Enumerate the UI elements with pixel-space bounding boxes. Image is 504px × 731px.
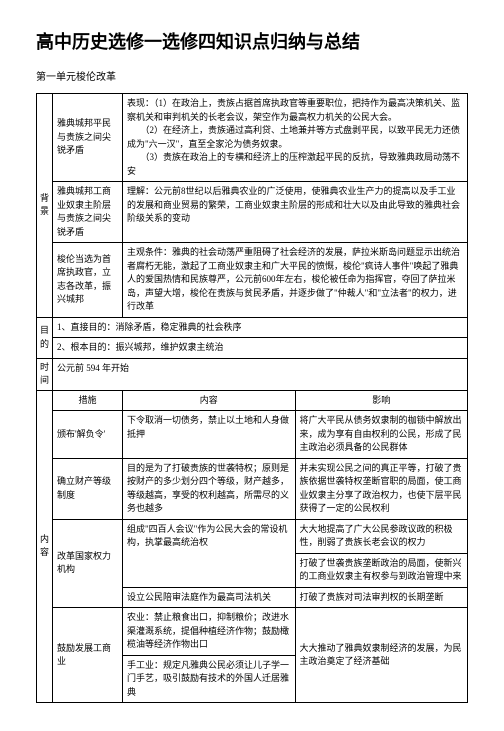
mu-label: 目的 bbox=[37, 317, 53, 358]
r1c2: 下令取消一切债务，禁止以土地和人身做抵押 bbox=[123, 411, 296, 459]
r3c1: 改革国家权力机构 bbox=[53, 519, 123, 608]
content-label: 内容 bbox=[37, 390, 53, 703]
bg-r2-right: 理解：公元前8世纪以后雅典农业的广泛使用，使雅典农业生产力的提高以及手工业的发展… bbox=[123, 182, 468, 243]
r4c3: 打破了世袭贵族垄断政治的局面，使新兴的工商业奴隶主有权参与到政治管理中来 bbox=[295, 553, 468, 587]
r2c3: 并未实现公民之间的真正平等，打破了贵族依据世袭特权垄断官职的局面，使工商业奴隶主… bbox=[295, 458, 468, 519]
main-table: 背景 雅典城邦平民与贵族之间尖锐矛盾 表现：（1）在政治上，贵族占据首席执政官等… bbox=[36, 93, 468, 703]
bg-r3-left: 梭伦当选为首席执政官，立志各改革，振兴城邦 bbox=[53, 243, 123, 318]
unit-subtitle: 第一单元梭伦改革 bbox=[36, 68, 468, 83]
r4c2: 设立公民陪审法庭作为最高司法机关 bbox=[123, 587, 296, 608]
bg-r1-left: 雅典城邦平民与贵族之间尖锐矛盾 bbox=[53, 94, 123, 182]
bg-r1-right: 表现：（1）在政治上，贵族占据首席执政官等重要职位，把持作为最高决策机关、监察机… bbox=[123, 94, 468, 182]
bg-label: 背景 bbox=[37, 94, 53, 318]
th-measure: 措施 bbox=[53, 390, 123, 411]
th-effect: 影响 bbox=[295, 390, 468, 411]
r3c3: 大大地提高了广大公民参政议政的积极性，削弱了贵族长老会议的权力 bbox=[295, 519, 468, 553]
r6c1: 鼓励发展工商业 bbox=[53, 608, 123, 703]
time-label: 时间 bbox=[37, 358, 53, 390]
mu-1: 1、直接目的：消除矛盾，稳定雅典的社会秩序 bbox=[53, 317, 468, 338]
r2c1: 确立财产等级制度 bbox=[53, 458, 123, 519]
mu-2: 2、根本目的：振兴城邦，维护奴隶主统治 bbox=[53, 338, 468, 359]
r1c1: 颁布'解负令' bbox=[53, 411, 123, 459]
time-val: 公元前 594 年开始 bbox=[53, 358, 468, 390]
bg-r3-right: 主观条件：雅典的社会动荡严重阻碍了社会经济的发展，萨拉米斯岛问题显示出统治者腐朽… bbox=[123, 243, 468, 318]
r2c2: 目的是为了打破贵族的世袭特权；原则是按财产的多少划分四个等级，财产越多，等级越高… bbox=[123, 458, 296, 519]
r6c3: 大大推动了雅典奴隶制经济的发展，为民主政治奠定了经济基础 bbox=[295, 608, 468, 703]
th-content: 内容 bbox=[123, 390, 296, 411]
r1c3: 将广大平民从债务奴隶制的枷锁中解放出来，成为享有自由权利的公民，形成了民主政治必… bbox=[295, 411, 468, 459]
page-title: 高中历史选修一选修四知识点归纳与总结 bbox=[36, 28, 468, 54]
r7c2: 手工业：规定凡雅典公民必须让儿子学一门手艺，吸引鼓励有技术的外国人迁居雅典 bbox=[123, 655, 296, 703]
bg-r2-left: 雅典城邦工商业奴隶主阶层与贵族之间尖锐矛盾 bbox=[53, 182, 123, 243]
r5c3: 打破了贵族对司法审判权的长期垄断 bbox=[295, 587, 468, 608]
r3c2: 组成"四百人会议"作为公民大会的常设机构，执掌最高统治权 bbox=[123, 519, 296, 587]
r6c2: 农业：禁止粮食出口，抑制粮价；改进水渠灌溉系统，提倡种植经济作物；鼓励橄榄油等经… bbox=[123, 608, 296, 656]
